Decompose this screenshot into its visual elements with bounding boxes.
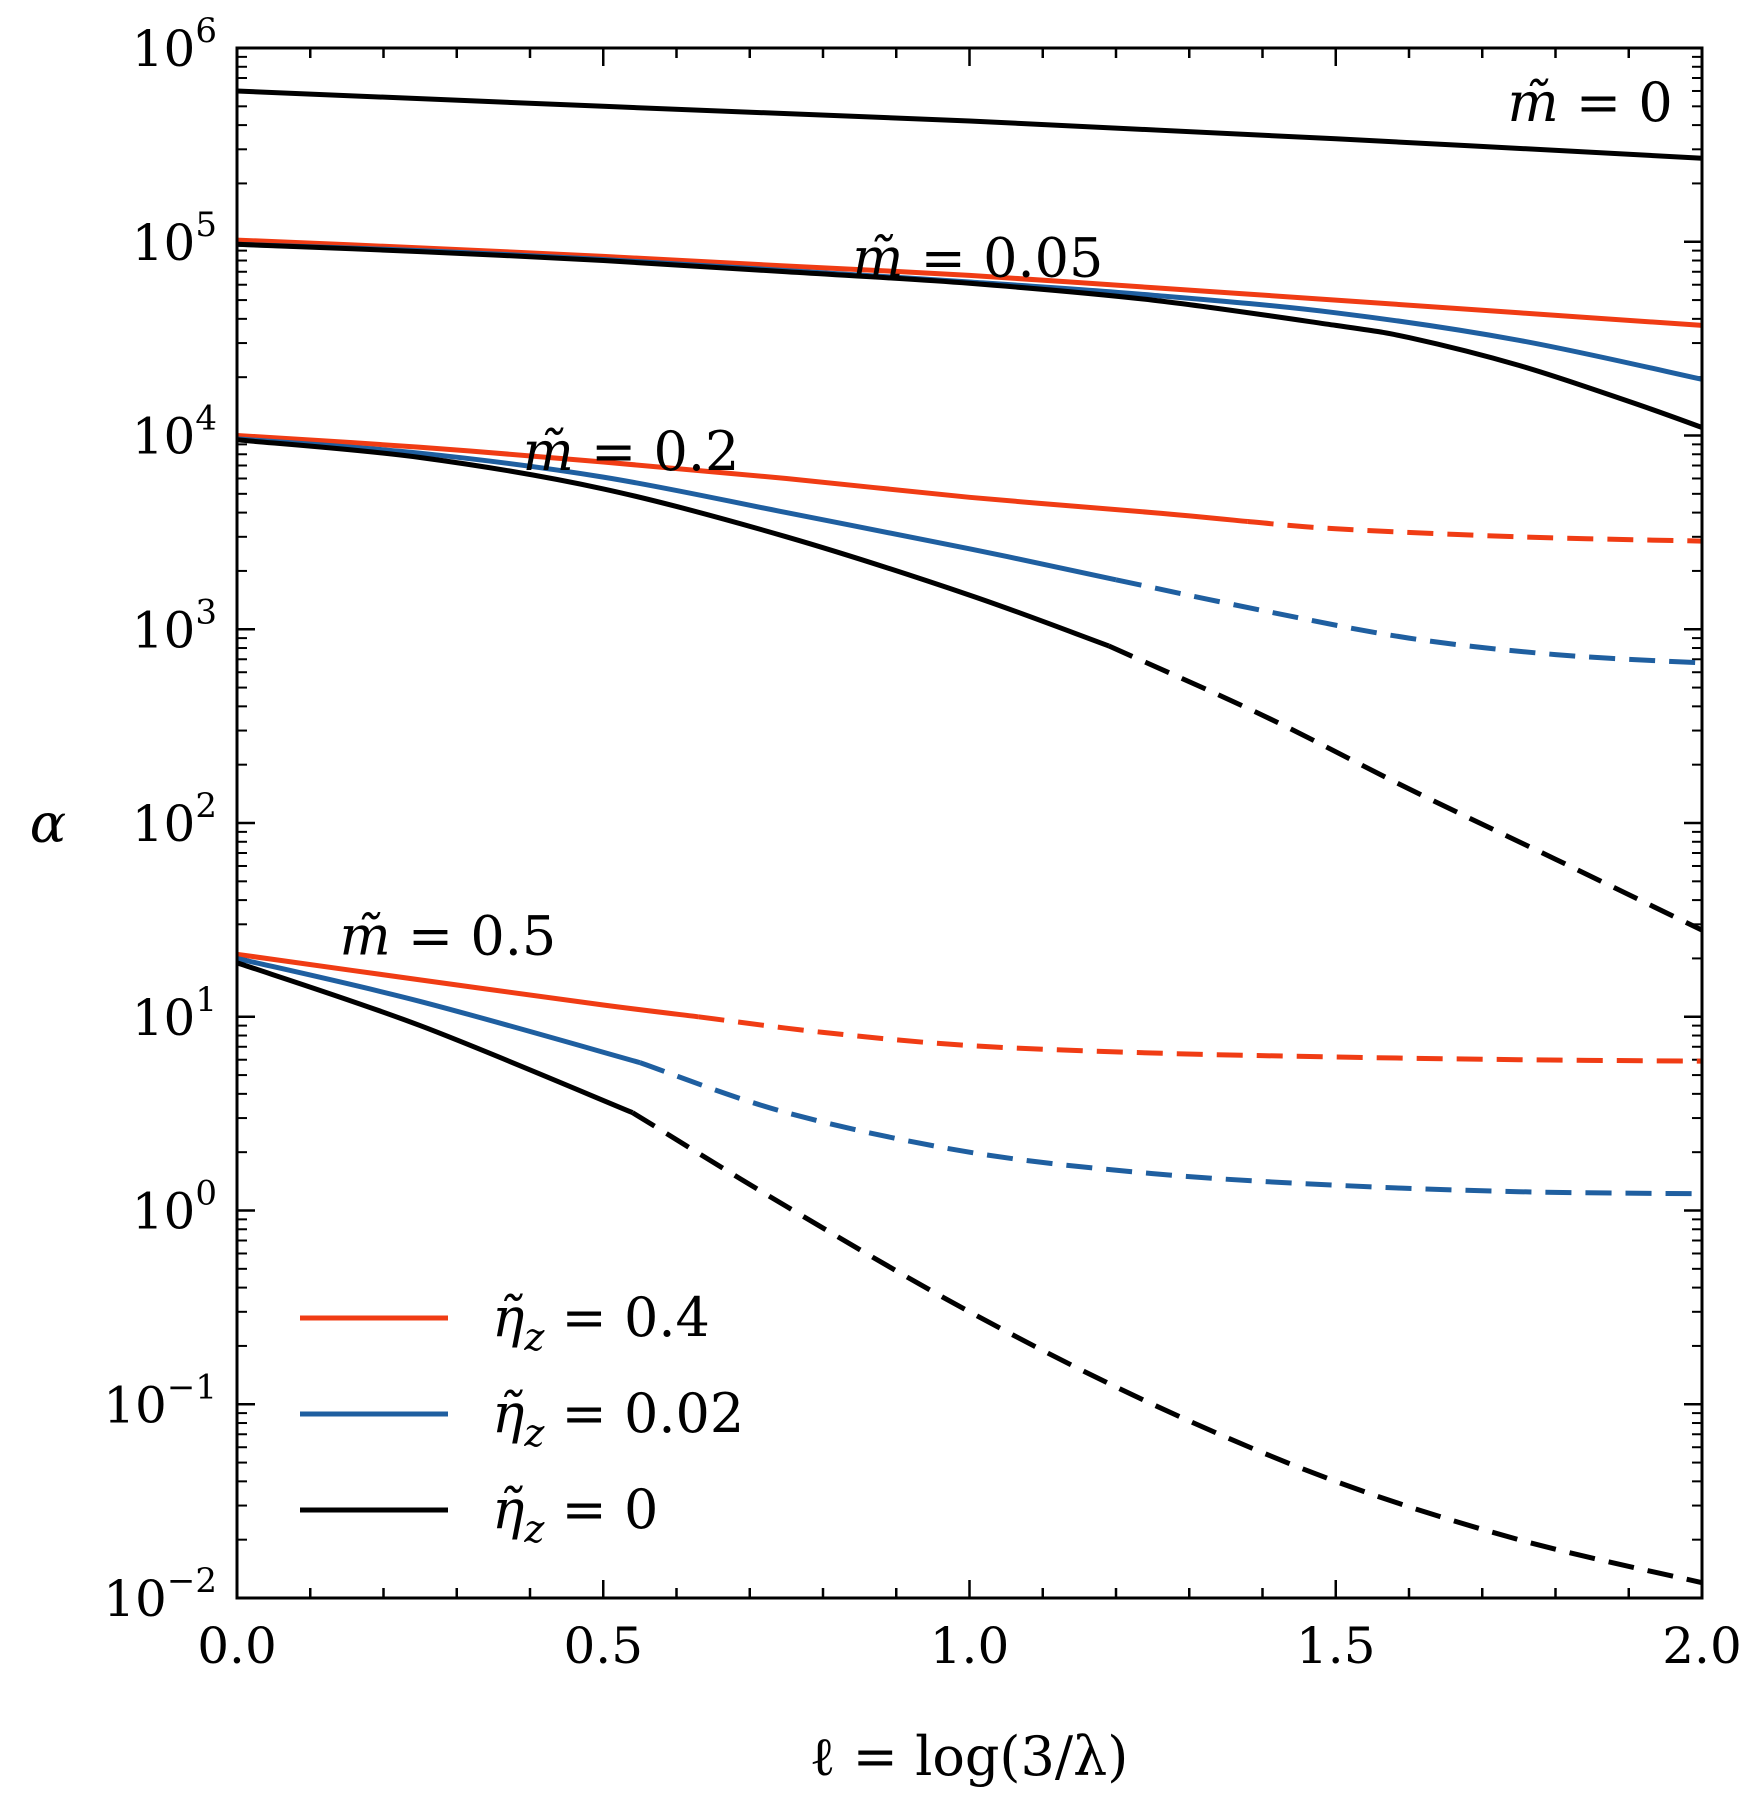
y-axis-title: α: [30, 792, 66, 855]
legend-entry: η̃z = 0.4: [300, 1286, 710, 1359]
legend-entry: η̃z = 0: [300, 1478, 658, 1551]
series-solid-segment: [236, 88, 1703, 161]
series-solid-segment: [236, 437, 1110, 649]
x-tick-label: 1.0: [930, 1617, 1010, 1675]
minor-ticks: [237, 48, 1702, 1598]
x-tick-labels: 0.0 0.5 1.0 1.5 2.0: [197, 1617, 1742, 1675]
curve-annotation: m̃ = 0.5: [340, 904, 557, 967]
series-dashed-segment: [1107, 643, 1704, 933]
series-solid-segment: [236, 955, 641, 1066]
x-tick-label: 1.5: [1296, 1617, 1376, 1675]
curve-annotation: m̃ = 0: [1508, 71, 1673, 134]
curve-annotation: m̃ = 0.05: [852, 226, 1103, 289]
x-tick-label: 2.0: [1662, 1617, 1742, 1675]
series-line: [236, 436, 1703, 666]
series-dashed-segment: [639, 1060, 1703, 1197]
plot-area: [235, 46, 1704, 1600]
series-dashed-segment: [698, 1014, 1703, 1064]
series-line: [236, 433, 1703, 544]
y-tick-label: 10−1: [103, 1367, 217, 1434]
series-dashed-segment: [631, 1110, 1703, 1586]
y-tick-label: 101: [132, 980, 217, 1047]
y-tick-label: 103: [132, 592, 217, 659]
series-dashed-segment: [1247, 519, 1703, 544]
y-tick-label: 10−2: [103, 1561, 217, 1628]
x-tick-label: 0.0: [197, 1617, 277, 1675]
legend-entry: η̃z = 0.02: [300, 1382, 744, 1455]
legend: η̃z = 0.4 η̃z = 0.02 η̃z = 0: [300, 1286, 744, 1551]
legend-label: η̃z = 0.02: [492, 1382, 744, 1455]
y-tick-label: 102: [132, 786, 217, 853]
plot-frame: [235, 46, 1704, 1600]
legend-label: η̃z = 0: [492, 1478, 658, 1551]
series-line: [236, 951, 1703, 1064]
series-solid-segment: [236, 433, 1249, 524]
y-tick-label: 100: [132, 1174, 217, 1241]
series-line: [236, 955, 1703, 1197]
series-solid-segment: [236, 951, 699, 1020]
x-tick-label: 0.5: [563, 1617, 643, 1675]
series-dashed-segment: [1115, 577, 1703, 666]
series-layer: [236, 88, 1704, 1586]
series-line: [236, 88, 1703, 161]
series-line: [236, 960, 1703, 1586]
series-solid-segment: [236, 237, 1703, 328]
x-axis-title: ℓ = log(3/λ): [810, 1725, 1129, 1788]
series-solid-segment: [236, 436, 1117, 583]
series-line: [236, 437, 1704, 933]
series-line: [236, 241, 1703, 430]
y-tick-label: 106: [132, 11, 217, 78]
series-solid-segment: [236, 241, 1703, 430]
series-solid-segment: [236, 960, 634, 1115]
curve-annotation: m̃ = 0.2: [523, 420, 740, 483]
series-line: [236, 237, 1703, 328]
curve-annotations: m̃ = 0 m̃ = 0.05 m̃ = 0.2 m̃ = 0.5: [340, 71, 1673, 967]
y-tick-label: 105: [132, 205, 217, 272]
y-tick-label: 104: [132, 399, 217, 466]
legend-label: η̃z = 0.4: [492, 1286, 710, 1359]
y-tick-labels: 10−2 10−1 100 101 102 103 104 105 106: [103, 11, 217, 1628]
